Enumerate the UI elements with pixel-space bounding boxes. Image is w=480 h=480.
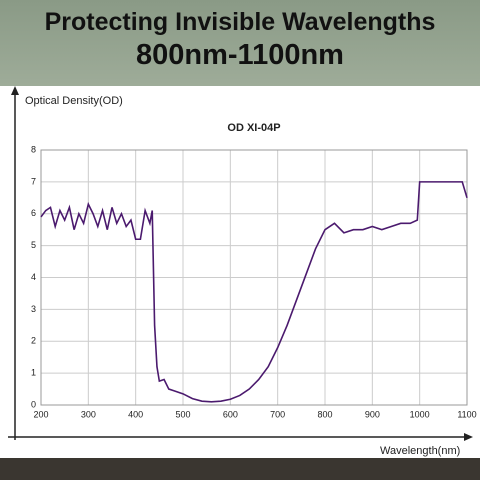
x-tick-label: 400 (128, 409, 143, 419)
chart-title: OD XI-04P (227, 122, 280, 134)
x-axis-label: Wavelength(nm) (380, 445, 460, 457)
data-line (40, 181, 468, 403)
footer-strip (0, 458, 480, 480)
y-axis-label: Optical Density(OD) (25, 95, 123, 107)
x-tick-label: 800 (317, 409, 332, 419)
x-tick-label: 500 (175, 409, 190, 419)
x-tick-label: 300 (81, 409, 96, 419)
y-tick-label: 7 (31, 176, 36, 186)
y-tick-label: 0 (31, 399, 36, 409)
y-tick-label: 3 (31, 304, 36, 314)
arrow-head (11, 86, 19, 95)
header: Protecting Invisible Wavelengths 800nm-1… (0, 0, 480, 86)
arrow-head (464, 433, 473, 441)
x-tick-label: 600 (223, 409, 238, 419)
y-tick-label: 8 (31, 144, 36, 154)
header-title: Protecting Invisible Wavelengths (44, 8, 436, 36)
y-tick-label: 6 (31, 208, 36, 218)
x-tick-label: 200 (33, 409, 48, 419)
x-tick-label: 900 (365, 409, 380, 419)
x-tick-label: 1100 (457, 409, 476, 419)
y-tick-label: 2 (31, 336, 36, 346)
y-tick-label: 1 (31, 368, 36, 378)
y-tick-label: 4 (31, 272, 36, 282)
x-tick-label: 1000 (410, 409, 430, 419)
x-tick-label: 700 (270, 409, 285, 419)
plot-frame (40, 149, 468, 406)
header-subtitle: 800nm-1100nm (136, 39, 344, 71)
y-tick-label: 5 (31, 240, 36, 250)
